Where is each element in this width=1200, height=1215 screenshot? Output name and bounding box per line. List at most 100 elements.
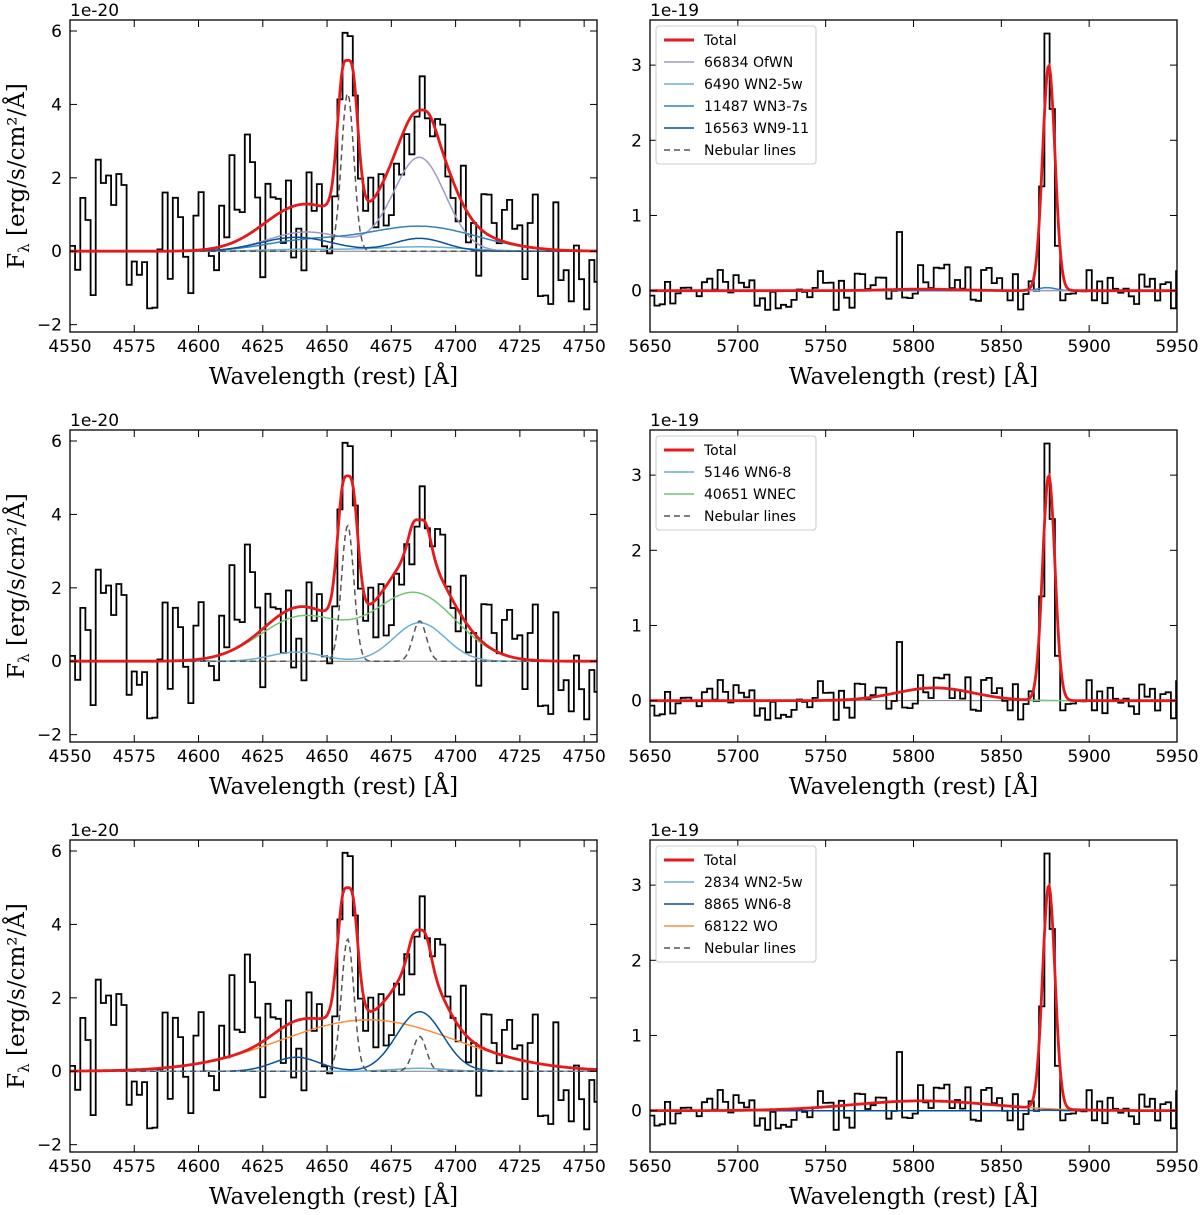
y-tick-label: 0 — [51, 652, 62, 672]
x-axis-label: Wavelength (rest) [Å] — [209, 362, 458, 390]
x-axis-label: Wavelength (rest) [Å] — [789, 772, 1038, 800]
observed-spectrum — [650, 442, 1177, 721]
x-axis-label: Wavelength (rest) [Å] — [789, 1182, 1038, 1210]
x-tick-label: 5700 — [716, 1157, 759, 1177]
x-tick-label: 4750 — [563, 337, 606, 357]
y-tick-label: 0 — [51, 242, 62, 262]
legend-box — [655, 435, 817, 531]
x-tick-label: 5850 — [980, 1157, 1023, 1177]
y-tick-label: 4 — [51, 95, 62, 115]
y-tick-label: 1 — [631, 616, 642, 636]
component-nebular — [70, 92, 597, 252]
y-axis-label: Fλ [erg/s/cm²/Å] — [2, 493, 33, 679]
y-tick-label: 6 — [51, 842, 62, 862]
x-tick-label: 4725 — [498, 747, 541, 767]
legend-entry: 2834 WN2-5w — [704, 875, 803, 891]
x-tick-label: 5650 — [628, 1157, 671, 1177]
x-tick-label: 4725 — [498, 337, 541, 357]
panel-row2-right: 5650 5700 5750 5800 5850 5900 5950 0 1 2 3 1e-19 Wav… — [628, 411, 1198, 800]
y-tick-label: 0 — [631, 282, 642, 302]
x-tick-label: 4700 — [434, 1157, 477, 1177]
legend: Total 5146 WN6-8 40651 WNEC Nebular lines — [655, 435, 817, 531]
legend-entry: 66834 OfWN — [704, 55, 793, 71]
x-tick-label: 4550 — [48, 747, 91, 767]
total-model — [650, 882, 1177, 1112]
x-tick-label: 5950 — [1155, 337, 1198, 357]
y-axis-label-main: F — [4, 253, 30, 269]
plot-area — [70, 441, 597, 721]
y-axis-label-units: [erg/s/cm²/Å] — [2, 903, 30, 1063]
x-tick-label: 4575 — [113, 337, 156, 357]
y-tick-label: −2 — [37, 1136, 62, 1156]
x-tick-label: 4675 — [370, 747, 413, 767]
y-axis-label-main: F — [4, 1073, 30, 1089]
x-tick-label: 4575 — [113, 1157, 156, 1177]
observed-spectrum — [70, 441, 597, 721]
legend-entry: Nebular lines — [704, 143, 796, 159]
legend-entry: Nebular lines — [704, 509, 796, 525]
legend-entry: 68122 WO — [704, 919, 778, 935]
axes-frame — [69, 839, 598, 1153]
y-tick-label: 2 — [51, 579, 62, 599]
x-tick-label: 5850 — [980, 747, 1023, 767]
y-tick-label: 0 — [51, 1062, 62, 1082]
legend-entry: Nebular lines — [704, 941, 796, 957]
offset-text: 1e-19 — [650, 411, 699, 431]
legend-entry: 5146 WN6-8 — [704, 465, 791, 481]
observed-spectrum — [70, 31, 597, 311]
y-tick-label: 3 — [631, 466, 642, 486]
x-axis-label: Wavelength (rest) [Å] — [209, 772, 458, 800]
x-tick-label: 4650 — [305, 747, 348, 767]
observed-spectrum — [650, 852, 1177, 1131]
x-tick-label: 5800 — [892, 337, 935, 357]
x-tick-label: 4625 — [241, 747, 284, 767]
legend-entry: Total — [703, 33, 737, 49]
y-tick-label: 6 — [51, 432, 62, 452]
y-axis-label-sub: λ — [15, 1063, 33, 1073]
plot-area — [650, 852, 1177, 1131]
x-tick-label: 5700 — [716, 337, 759, 357]
x-tick-label: 4550 — [48, 1157, 91, 1177]
x-tick-label: 5900 — [1068, 337, 1111, 357]
x-tick-label: 5950 — [1155, 747, 1198, 767]
legend: Total 2834 WN2-5w 8865 WN6-8 68122 WO Nebula… — [655, 845, 817, 963]
x-tick-label: 4625 — [241, 1157, 284, 1177]
x-tick-label: 4700 — [434, 747, 477, 767]
axes-frame — [69, 19, 598, 333]
observed-spectrum — [650, 32, 1177, 311]
legend-entry: 6490 WN2-5w — [704, 77, 803, 93]
axes-frame — [69, 429, 598, 743]
panel-row3-left: 4550 4575 4600 4625 4650 4675 4700 4725 4750 −2 0 2… — [2, 821, 606, 1210]
x-tick-label: 5750 — [804, 1157, 847, 1177]
y-tick-label: −2 — [37, 316, 62, 336]
y-tick-label: 1 — [631, 1026, 642, 1046]
component-WNEC — [70, 591, 597, 662]
y-axis-label: Fλ [erg/s/cm²/Å] — [2, 903, 33, 1089]
x-tick-label: 4600 — [177, 1157, 220, 1177]
x-tick-label: 4725 — [498, 1157, 541, 1177]
y-tick-label: 2 — [51, 989, 62, 1009]
x-tick-label: 4625 — [241, 337, 284, 357]
plot-area — [650, 442, 1177, 721]
total-model — [650, 62, 1177, 293]
y-tick-label: 2 — [631, 131, 642, 151]
offset-text: 1e-19 — [650, 1, 699, 21]
total-model — [70, 886, 597, 1073]
y-tick-label: 3 — [631, 876, 642, 896]
offset-text: 1e-20 — [70, 411, 119, 431]
y-tick-label: 4 — [51, 505, 62, 525]
x-tick-label: 4600 — [177, 747, 220, 767]
plot-area — [650, 32, 1177, 311]
y-tick-label: 0 — [631, 692, 642, 712]
y-axis-label-sub: λ — [15, 243, 33, 253]
y-axis-label: Fλ [erg/s/cm²/Å] — [2, 83, 33, 269]
panel-row2-left: 4550 4575 4600 4625 4650 4675 4700 4725 4750 −2 0 2… — [2, 411, 606, 800]
x-tick-label: 5750 — [804, 337, 847, 357]
legend-entry: 40651 WNEC — [704, 487, 796, 503]
legend-entry: 11487 WN3-7s — [704, 99, 807, 115]
x-tick-label: 4700 — [434, 337, 477, 357]
offset-text: 1e-20 — [70, 821, 119, 841]
legend-box — [655, 25, 817, 165]
x-tick-label: 5850 — [980, 337, 1023, 357]
